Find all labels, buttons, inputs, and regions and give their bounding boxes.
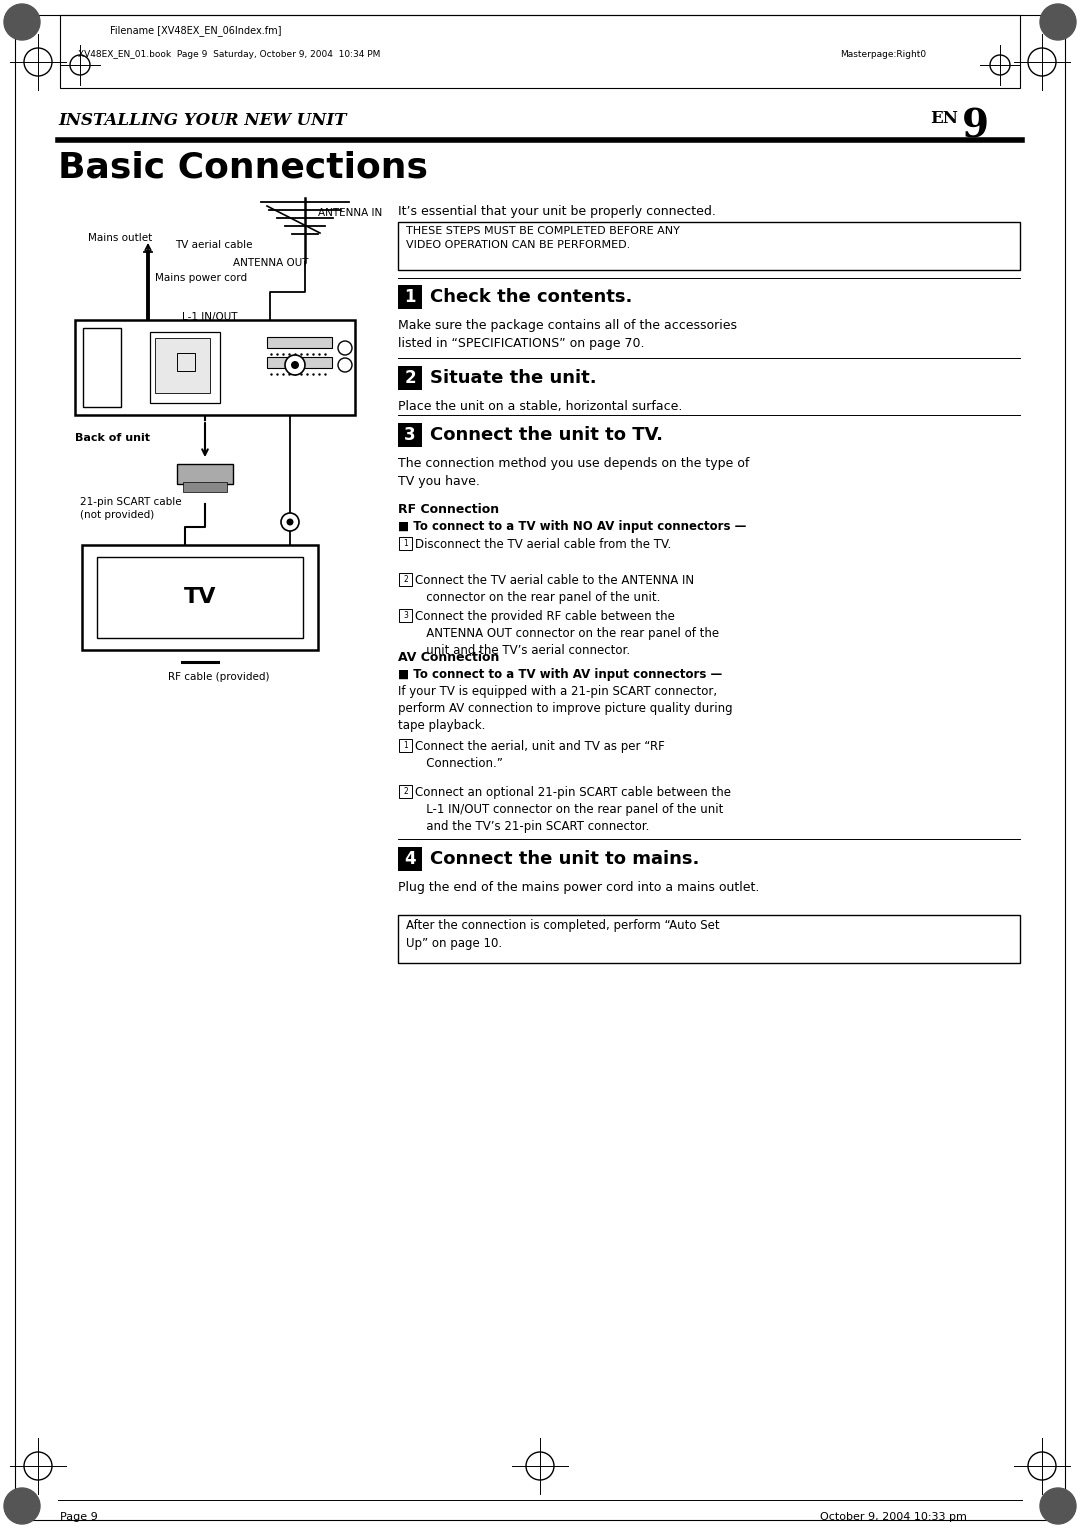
Text: Plug the end of the mains power cord into a mains outlet.: Plug the end of the mains power cord int… xyxy=(399,882,759,894)
Text: Connect the provided RF cable between the
   ANTENNA OUT connector on the rear p: Connect the provided RF cable between th… xyxy=(415,610,719,657)
Bar xyxy=(399,785,411,798)
Text: 2: 2 xyxy=(403,787,408,796)
Text: INSTALLING YOUR NEW UNIT: INSTALLING YOUR NEW UNIT xyxy=(58,112,347,128)
Text: TV aerial cable: TV aerial cable xyxy=(175,240,253,251)
Text: Connect the TV aerial cable to the ANTENNA IN
   connector on the rear panel of : Connect the TV aerial cable to the ANTEN… xyxy=(415,575,694,604)
Circle shape xyxy=(1040,5,1076,40)
Bar xyxy=(399,286,422,309)
Text: 4: 4 xyxy=(404,850,416,868)
Bar xyxy=(399,915,1020,963)
Text: Make sure the package contains all of the accessories
listed in “SPECIFICATIONS”: Make sure the package contains all of th… xyxy=(399,319,737,350)
Bar xyxy=(60,15,1020,89)
Bar xyxy=(399,847,422,871)
Text: Connect the aerial, unit and TV as per “RF
   Connection.”: Connect the aerial, unit and TV as per “… xyxy=(415,740,665,770)
Bar xyxy=(267,338,332,348)
Bar xyxy=(150,332,220,403)
Text: 3: 3 xyxy=(403,611,408,620)
Text: Connect the unit to TV.: Connect the unit to TV. xyxy=(430,426,663,445)
Text: Connect an optional 21-pin SCART cable between the
   L-1 IN/OUT connector on th: Connect an optional 21-pin SCART cable b… xyxy=(415,785,731,833)
Text: 2: 2 xyxy=(403,575,408,584)
Text: Filename [XV48EX_EN_06Index.fm]: Filename [XV48EX_EN_06Index.fm] xyxy=(110,24,282,35)
Text: Masterpage:Right0: Masterpage:Right0 xyxy=(840,50,927,60)
Text: AV Connection: AV Connection xyxy=(399,651,499,665)
Circle shape xyxy=(291,361,299,368)
Bar xyxy=(399,610,411,622)
Text: October 9, 2004 10:33 pm: October 9, 2004 10:33 pm xyxy=(820,1513,967,1522)
Bar xyxy=(82,545,318,649)
Bar xyxy=(399,222,1020,270)
Bar xyxy=(75,319,355,416)
Text: Mains power cord: Mains power cord xyxy=(156,274,247,283)
Text: ■ To connect to a TV with NO AV input connectors —: ■ To connect to a TV with NO AV input co… xyxy=(399,520,746,533)
Bar xyxy=(177,465,233,484)
Text: Mains outlet: Mains outlet xyxy=(87,232,152,243)
Text: 1: 1 xyxy=(403,741,408,750)
Bar xyxy=(177,353,195,371)
Bar xyxy=(267,358,332,368)
Text: 1: 1 xyxy=(403,539,408,549)
Text: Disconnect the TV aerial cable from the TV.: Disconnect the TV aerial cable from the … xyxy=(415,538,672,552)
Text: 9: 9 xyxy=(962,107,989,145)
Text: Page 9: Page 9 xyxy=(60,1513,98,1522)
Circle shape xyxy=(4,1488,40,1523)
Text: The connection method you use depends on the type of
TV you have.: The connection method you use depends on… xyxy=(399,457,750,487)
Text: 3: 3 xyxy=(404,426,416,445)
Text: Place the unit on a stable, horizontal surface.: Place the unit on a stable, horizontal s… xyxy=(399,400,683,413)
Bar xyxy=(399,573,411,587)
Text: After the connection is completed, perform “Auto Set
Up” on page 10.: After the connection is completed, perfo… xyxy=(406,918,719,950)
Text: 21-pin SCART cable
(not provided): 21-pin SCART cable (not provided) xyxy=(80,497,181,520)
Text: XV48EX_EN_01.book  Page 9  Saturday, October 9, 2004  10:34 PM: XV48EX_EN_01.book Page 9 Saturday, Octob… xyxy=(78,50,380,60)
Bar xyxy=(156,338,210,393)
Bar xyxy=(83,329,121,406)
Text: RF Connection: RF Connection xyxy=(399,503,499,516)
Text: Back of unit: Back of unit xyxy=(75,432,150,443)
Bar xyxy=(399,367,422,390)
Text: 2: 2 xyxy=(404,368,416,387)
Circle shape xyxy=(1040,1488,1076,1523)
Text: Connect the unit to mains.: Connect the unit to mains. xyxy=(430,850,700,868)
Text: Situate the unit.: Situate the unit. xyxy=(430,368,596,387)
Text: L-1 IN/OUT: L-1 IN/OUT xyxy=(183,312,238,322)
Text: Basic Connections: Basic Connections xyxy=(58,150,428,183)
Text: ANTENNA IN: ANTENNA IN xyxy=(318,208,382,219)
Text: Check the contents.: Check the contents. xyxy=(430,287,633,306)
Circle shape xyxy=(285,354,305,374)
Bar xyxy=(399,536,411,550)
Text: 1: 1 xyxy=(404,287,416,306)
Circle shape xyxy=(4,5,40,40)
Bar xyxy=(399,740,411,752)
Text: ANTENNA OUT: ANTENNA OUT xyxy=(233,258,309,267)
Bar xyxy=(399,423,422,448)
Text: ■ To connect to a TV with AV input connectors —: ■ To connect to a TV with AV input conne… xyxy=(399,668,723,681)
Circle shape xyxy=(281,513,299,532)
Text: EN: EN xyxy=(930,110,958,127)
Text: TV: TV xyxy=(184,587,216,607)
Circle shape xyxy=(286,518,294,526)
Text: It’s essential that your unit be properly connected.: It’s essential that your unit be properl… xyxy=(399,205,716,219)
Bar xyxy=(183,481,227,492)
Text: If your TV is equipped with a 21-pin SCART connector,
perform AV connection to i: If your TV is equipped with a 21-pin SCA… xyxy=(399,685,732,732)
Bar xyxy=(97,558,303,639)
Text: THESE STEPS MUST BE COMPLETED BEFORE ANY
VIDEO OPERATION CAN BE PERFORMED.: THESE STEPS MUST BE COMPLETED BEFORE ANY… xyxy=(406,226,680,251)
Text: RF cable (provided): RF cable (provided) xyxy=(168,672,270,681)
